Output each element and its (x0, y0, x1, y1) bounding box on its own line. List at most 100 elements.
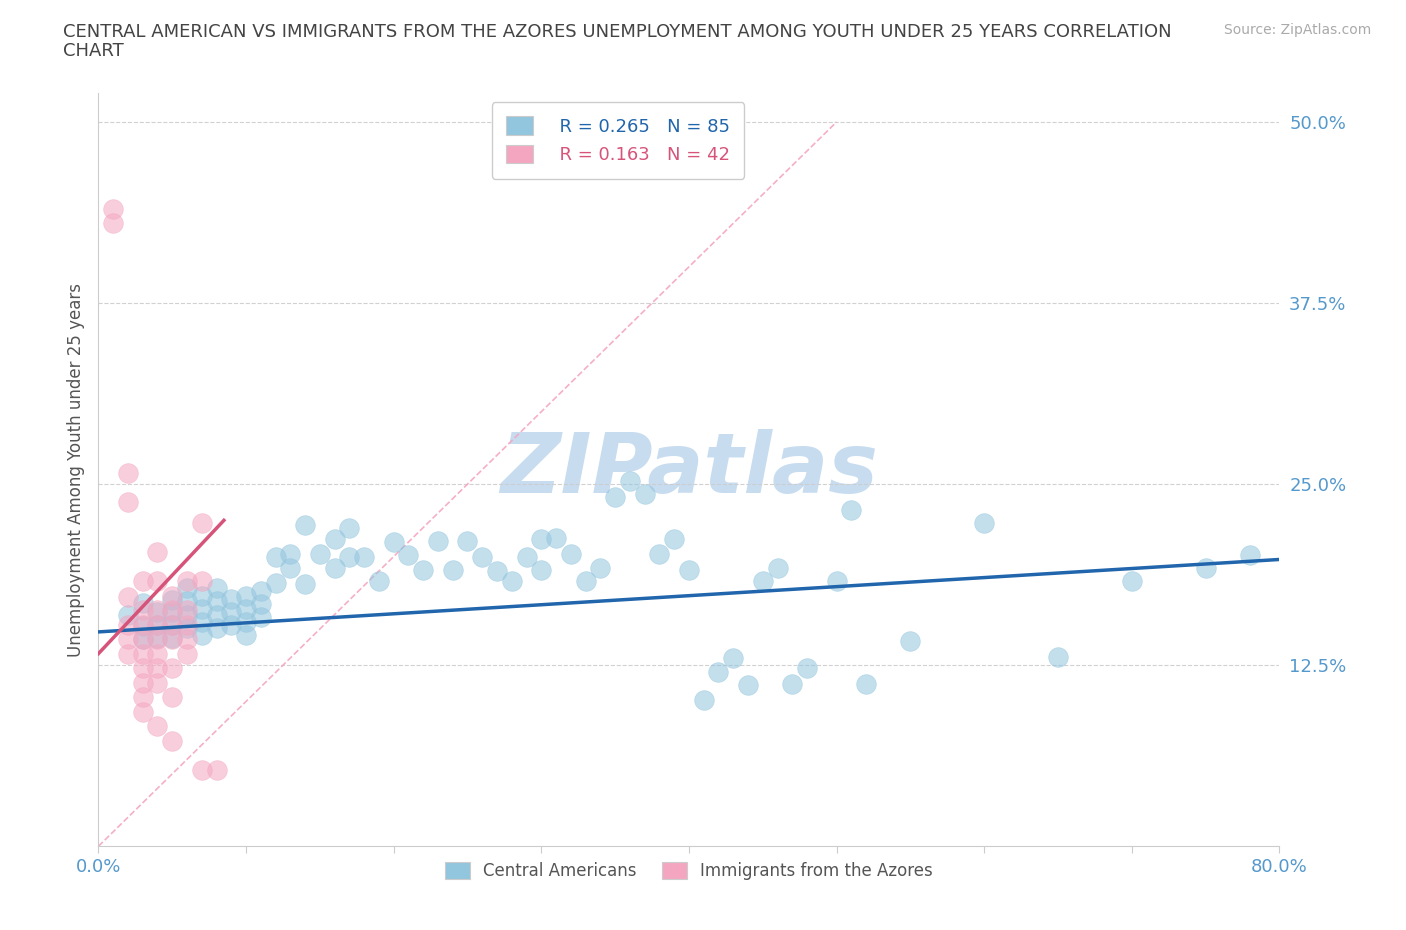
Point (162, 604, 183, 619)
Point (339, 520, 361, 535)
Point (501, 574, 523, 589)
Point (382, 535, 405, 550)
Point (664, 532, 686, 547)
Point (191, 602, 214, 617)
Point (605, 490, 627, 505)
Point (132, 660, 155, 675)
Point (162, 733, 183, 748)
Point (221, 618, 243, 632)
Point (441, 562, 464, 577)
Point (723, 651, 745, 666)
Point (132, 618, 155, 633)
Point (530, 532, 553, 547)
Point (146, 618, 169, 632)
Point (1195, 561, 1218, 576)
Point (471, 549, 494, 564)
Text: Source: ZipAtlas.com: Source: ZipAtlas.com (1223, 23, 1371, 37)
Point (634, 486, 657, 501)
Point (900, 633, 922, 648)
Point (752, 574, 775, 589)
Point (191, 762, 214, 777)
Point (457, 533, 479, 548)
Point (1239, 548, 1261, 563)
Point (132, 574, 155, 589)
Point (191, 574, 214, 589)
Point (205, 581, 228, 596)
Point (117, 494, 139, 509)
Point (235, 602, 257, 617)
Point (766, 561, 789, 576)
Point (546, 530, 568, 545)
Point (205, 762, 228, 777)
Point (162, 618, 183, 632)
Point (117, 631, 139, 646)
Point (176, 594, 198, 609)
Point (132, 618, 155, 632)
Point (176, 581, 198, 596)
Point (162, 589, 183, 604)
Point (235, 628, 257, 643)
Point (678, 562, 700, 577)
Point (280, 546, 302, 561)
Point (132, 603, 155, 618)
Point (205, 594, 228, 609)
Point (235, 615, 257, 630)
Point (132, 690, 155, 705)
Point (589, 561, 612, 576)
Point (117, 465, 139, 480)
Point (205, 620, 228, 635)
Point (353, 549, 375, 564)
Point (250, 610, 273, 625)
Point (427, 533, 450, 548)
Point (117, 618, 139, 632)
Text: CHART: CHART (63, 42, 124, 60)
Point (132, 595, 155, 610)
Point (176, 574, 198, 589)
Point (530, 562, 553, 577)
Point (146, 545, 169, 560)
Point (176, 620, 198, 635)
Point (162, 660, 183, 675)
Point (825, 574, 848, 589)
Point (560, 546, 582, 561)
Point (323, 561, 346, 576)
Point (309, 546, 332, 561)
Point (146, 631, 169, 645)
Point (796, 660, 818, 675)
Point (132, 704, 155, 719)
Point (250, 584, 273, 599)
Point (132, 675, 155, 690)
Point (221, 604, 243, 619)
Point (162, 631, 183, 645)
Point (841, 503, 863, 518)
Point (280, 561, 302, 576)
Point (132, 631, 155, 646)
Point (323, 532, 346, 547)
Legend: Central Americans, Immigrants from the Azores: Central Americans, Immigrants from the A… (439, 856, 939, 887)
Point (176, 646, 198, 661)
Point (191, 589, 214, 604)
Point (146, 631, 169, 646)
Point (162, 603, 183, 618)
Point (191, 628, 214, 643)
Point (146, 618, 169, 632)
Point (162, 618, 183, 632)
Point (339, 549, 361, 564)
Point (516, 549, 538, 564)
Point (146, 719, 169, 734)
Text: ZIPatlas: ZIPatlas (501, 429, 877, 511)
Point (176, 607, 198, 622)
Point (176, 618, 198, 632)
Point (117, 607, 139, 622)
Point (368, 574, 391, 589)
Point (103, 202, 125, 217)
Point (176, 631, 198, 646)
Point (146, 675, 169, 690)
Point (146, 604, 169, 619)
Point (132, 646, 155, 661)
Point (264, 575, 287, 591)
Point (146, 646, 169, 661)
Point (221, 591, 243, 606)
Point (264, 549, 287, 564)
Point (103, 216, 125, 231)
